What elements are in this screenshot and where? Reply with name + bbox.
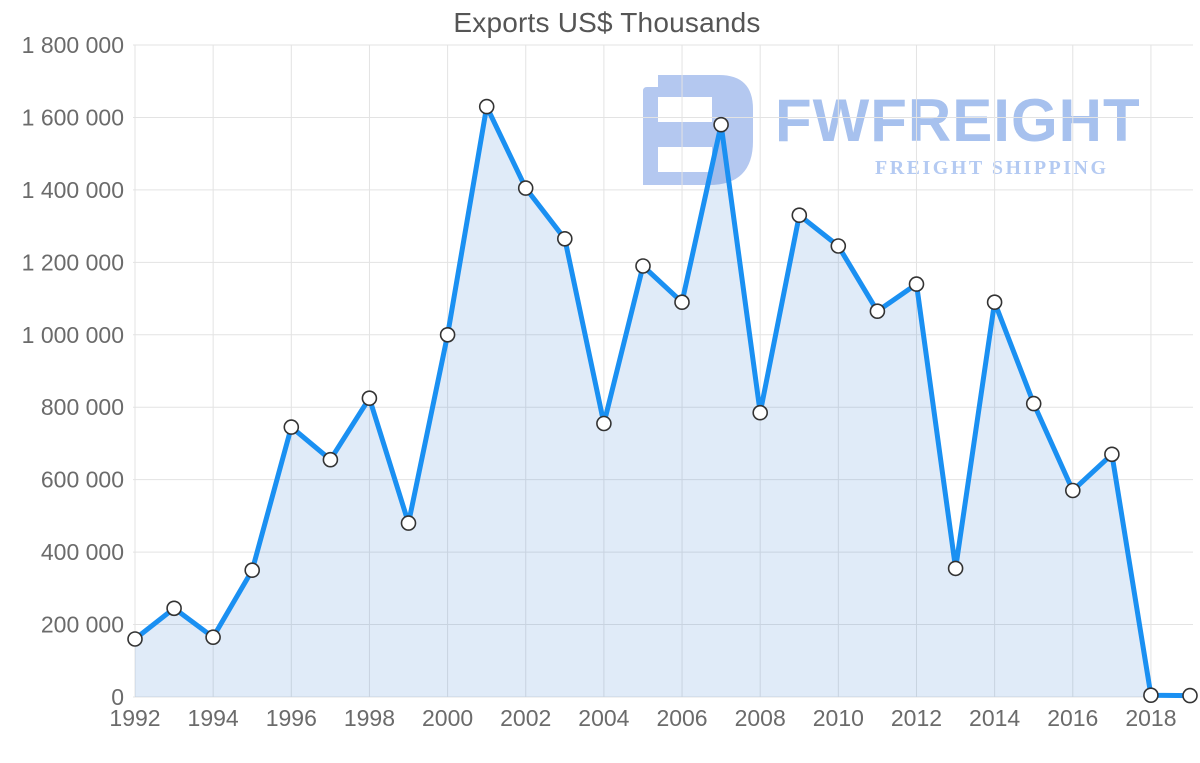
y-tick-label-600000: 600 000: [41, 467, 124, 493]
data-point-2000[interactable]: [439, 326, 456, 343]
data-point-2005[interactable]: [635, 258, 651, 274]
x-tick-label-1998: 1998: [344, 705, 395, 731]
series-area: [135, 106, 1190, 698]
logo-brand-name: FWFREIGHT: [775, 87, 1141, 154]
data-point-2011[interactable]: [869, 303, 886, 320]
y-tick-label-1400000: 1 400 000: [22, 177, 124, 203]
data-point-2007[interactable]: [713, 116, 729, 133]
logo-tagline: FREIGHT SHIPPING: [875, 157, 1109, 179]
chart-title: Exports US$ Thousands: [453, 7, 761, 38]
data-point-2010[interactable]: [830, 238, 847, 254]
data-point-2008[interactable]: [752, 404, 769, 421]
y-tick-label-400000: 400 000: [41, 539, 124, 565]
data-point-2012[interactable]: [908, 276, 925, 292]
data-point-1997[interactable]: [322, 451, 339, 468]
y-tick-label-1600000: 1 600 000: [22, 104, 124, 130]
data-point-1993[interactable]: [166, 600, 182, 617]
x-tick-label-1992: 1992: [109, 705, 160, 731]
data-point-2014[interactable]: [986, 294, 1003, 311]
data-point-1998[interactable]: [361, 390, 378, 407]
x-tick-label-2008: 2008: [735, 705, 786, 731]
data-point-1994[interactable]: [205, 629, 221, 646]
y-tick-label-1800000: 1 800 000: [22, 32, 124, 58]
x-tick-label-2014: 2014: [969, 705, 1020, 731]
x-tick-label-2004: 2004: [578, 705, 629, 731]
data-point-2004[interactable]: [596, 415, 612, 432]
data-point-2013[interactable]: [947, 560, 964, 577]
data-point-2009[interactable]: [791, 207, 808, 223]
y-tick-label-0: 0: [111, 684, 124, 710]
y-tick-label-200000: 200 000: [41, 612, 124, 638]
data-point-2002[interactable]: [517, 180, 534, 196]
data-point-2003[interactable]: [556, 231, 573, 247]
data-point-1999[interactable]: [400, 515, 417, 531]
data-point-2018[interactable]: [1143, 687, 1159, 704]
data-point-1996[interactable]: [283, 419, 300, 435]
data-point-2006[interactable]: [674, 294, 690, 311]
y-tick-label-800000: 800 000: [41, 394, 124, 420]
data-point-2016[interactable]: [1065, 482, 1081, 499]
x-tick-label-2016: 2016: [1047, 705, 1098, 731]
x-tick-label-2012: 2012: [891, 705, 942, 731]
x-tick-label-2002: 2002: [500, 705, 551, 731]
x-tick-label-2000: 2000: [422, 705, 473, 731]
data-point-1995[interactable]: [244, 562, 260, 579]
x-tick-label-2006: 2006: [656, 705, 707, 731]
series-line: [132, 104, 1193, 699]
x-tick-label-1996: 1996: [266, 705, 317, 731]
data-point-2001[interactable]: [478, 98, 495, 115]
y-tick-label-1000000: 1 000 000: [22, 322, 124, 348]
data-point-1992[interactable]: [127, 631, 143, 647]
data-point-2017[interactable]: [1104, 446, 1120, 463]
x-tick-label-1994: 1994: [188, 705, 239, 731]
y-tick-label-1200000: 1 200 000: [22, 249, 124, 275]
x-tick-label-2018: 2018: [1125, 705, 1176, 731]
x-tick-label-2010: 2010: [813, 705, 864, 731]
data-point-2015[interactable]: [1025, 395, 1042, 412]
data-point-2019[interactable]: [1182, 687, 1198, 704]
